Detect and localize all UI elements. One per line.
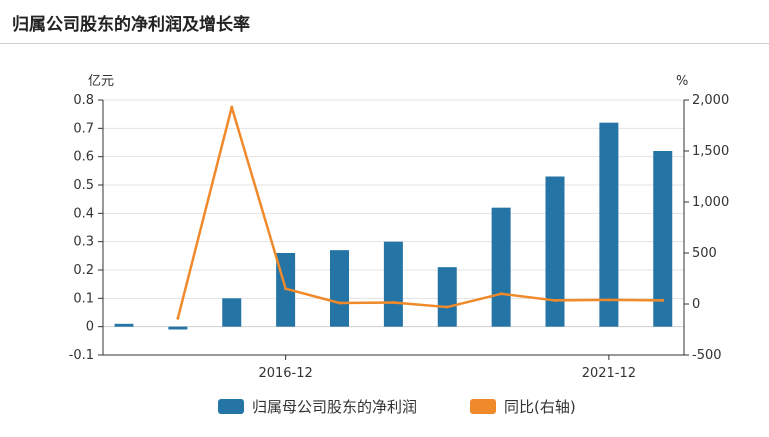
right-tick-label: 1,000	[692, 195, 729, 210]
right-tick-label: 1,500	[692, 144, 729, 159]
left-tick-label: 0.7	[73, 121, 94, 136]
axes: -0.1 0 0.1 0.2 0.3 0.4 0.5 0.6 0.7 0.8 -500 0 500 1,0…	[69, 93, 730, 381]
left-axis-unit: 亿元	[88, 74, 114, 89]
bar-2014-12	[168, 326, 188, 330]
legend: 归属母公司股东的净利润 同比(右轴)	[218, 398, 576, 416]
left-tick-label: 0.1	[73, 291, 94, 306]
legend-label-growth[interactable]: 同比(右轴)	[504, 398, 576, 416]
growth-point-2018-12	[391, 300, 395, 304]
line-series	[176, 105, 665, 320]
x-tick-label: 2016-12	[258, 366, 312, 381]
left-tick-label: 0.2	[73, 263, 94, 278]
growth-point-2021-06	[553, 298, 557, 302]
bar-2019-12	[437, 267, 457, 327]
left-tick-label: 0	[86, 320, 94, 335]
bar-2017-12	[330, 250, 350, 327]
bar-2021-06	[545, 176, 565, 327]
bar-2018-12	[383, 241, 403, 327]
growth-point-2016-12	[284, 287, 288, 291]
growth-point-2015-12	[230, 105, 234, 109]
left-tick-label: 0.4	[73, 206, 94, 221]
legend-label-profit[interactable]: 归属母公司股东的净利润	[252, 398, 417, 416]
header-bar: 归属公司股东的净利润及增长率	[0, 0, 769, 44]
left-tick-label: 0.8	[73, 93, 94, 108]
growth-point-2020-12	[499, 292, 503, 296]
left-tick-label: 0.3	[73, 235, 94, 250]
growth-point-2019-12	[445, 305, 449, 309]
x-tick-label: 2021-12	[582, 366, 636, 381]
growth-point-2014-12	[176, 316, 180, 320]
bar-2021-12	[599, 122, 619, 327]
right-tick-label: -500	[692, 348, 722, 363]
left-tick-label: 0.6	[73, 150, 94, 165]
legend-swatch-growth[interactable]	[470, 399, 496, 414]
right-axis-unit: %	[676, 74, 688, 89]
right-tick-label: 2,000	[692, 93, 729, 108]
right-tick-label: 500	[692, 246, 717, 261]
growth-point-2022-06	[661, 298, 665, 302]
left-tick-label: 0.5	[73, 178, 94, 193]
chart-title: 归属公司股东的净利润及增长率	[12, 15, 250, 35]
bar-2020-12	[491, 207, 511, 327]
bar-2013-12	[114, 323, 134, 327]
right-tick-label: 0	[692, 297, 700, 312]
growth-point-2017-12	[338, 301, 342, 305]
growth-line	[176, 105, 663, 319]
growth-point-2021-12	[607, 298, 611, 302]
left-tick-label: -0.1	[69, 348, 94, 363]
bar-series	[114, 122, 673, 330]
legend-swatch-profit[interactable]	[218, 399, 244, 414]
bar-2015-12	[222, 298, 242, 327]
bar-2022-06	[653, 151, 673, 327]
